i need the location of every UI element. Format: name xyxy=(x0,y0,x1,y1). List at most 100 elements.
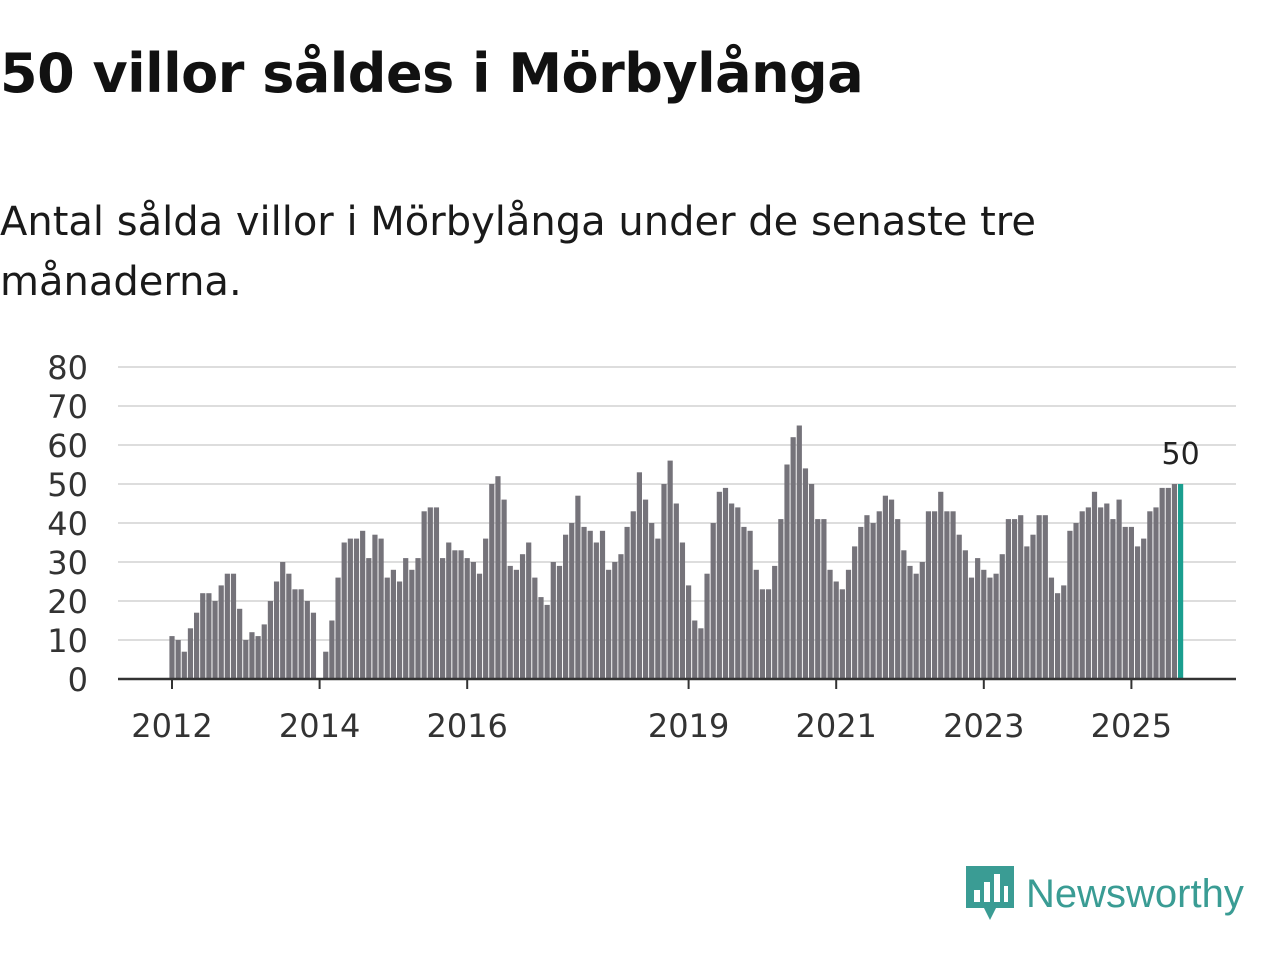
bar xyxy=(1098,507,1104,679)
bar xyxy=(1011,519,1018,679)
bar xyxy=(1067,530,1073,679)
bar xyxy=(962,550,968,679)
bar xyxy=(1079,511,1085,679)
bar xyxy=(968,577,975,679)
bar xyxy=(1042,515,1048,679)
bar xyxy=(464,558,470,679)
bar xyxy=(1048,577,1055,679)
bar xyxy=(802,468,809,679)
bar xyxy=(243,640,249,679)
bar xyxy=(679,542,686,679)
bar xyxy=(907,565,913,679)
bar xyxy=(587,530,593,679)
bar xyxy=(993,573,999,679)
bar xyxy=(858,526,864,679)
bar xyxy=(852,546,858,679)
bar xyxy=(569,523,575,679)
bar xyxy=(1005,519,1011,679)
bar xyxy=(224,573,230,679)
bar xyxy=(784,464,790,679)
bar xyxy=(581,526,587,679)
bar xyxy=(273,581,280,679)
bar xyxy=(710,523,716,679)
bar xyxy=(452,550,458,679)
y-tick-label: 60 xyxy=(47,427,88,465)
y-tick-label: 20 xyxy=(47,583,88,621)
bar xyxy=(1110,519,1116,679)
y-tick-label: 30 xyxy=(47,544,88,582)
bar xyxy=(218,585,224,679)
bar xyxy=(1147,511,1153,679)
bar xyxy=(735,507,741,679)
bar xyxy=(1018,515,1024,679)
bar xyxy=(1165,487,1171,679)
bar xyxy=(230,573,237,679)
bar xyxy=(901,550,907,679)
bar xyxy=(667,460,673,679)
bar xyxy=(421,511,427,679)
x-tick-label: 2016 xyxy=(426,707,507,745)
bar xyxy=(642,499,649,679)
bar xyxy=(1159,487,1165,679)
bar xyxy=(194,612,200,679)
bar xyxy=(729,503,735,679)
bar xyxy=(833,581,839,679)
bar xyxy=(298,589,304,679)
bar xyxy=(538,597,544,679)
y-tick-label: 0 xyxy=(68,661,88,699)
bar xyxy=(261,624,267,679)
bar xyxy=(237,608,243,679)
value-annotation: 50 xyxy=(1162,437,1200,472)
bar xyxy=(790,437,796,679)
bar xyxy=(563,534,569,679)
bar xyxy=(513,569,519,679)
chart-title: 50 villor såldes i Mörbylånga xyxy=(0,42,864,105)
bar xyxy=(864,515,870,679)
bar xyxy=(169,636,175,679)
bar xyxy=(821,519,827,679)
bar xyxy=(200,593,206,679)
bar xyxy=(870,523,876,679)
bar xyxy=(267,601,273,679)
bar xyxy=(544,604,550,679)
bar xyxy=(532,577,538,679)
bar xyxy=(618,554,624,679)
bar xyxy=(483,538,489,679)
bar xyxy=(938,491,944,679)
bar xyxy=(686,585,692,679)
bar xyxy=(1171,484,1178,679)
bar xyxy=(778,519,784,679)
bar xyxy=(1073,523,1079,679)
bar xyxy=(446,542,452,679)
bar xyxy=(495,476,501,679)
bar xyxy=(1122,526,1128,679)
bar xyxy=(599,530,606,679)
bar xyxy=(845,569,852,679)
bar xyxy=(944,511,950,679)
bar xyxy=(950,511,956,679)
bar xyxy=(1091,491,1098,679)
chart-subtitle: Antal sålda villor i Mörbylånga under de… xyxy=(0,199,1036,305)
bar xyxy=(396,581,403,679)
bar xyxy=(932,511,938,679)
bar xyxy=(1061,585,1067,679)
bar xyxy=(323,651,329,679)
bar xyxy=(772,565,778,679)
bar xyxy=(366,558,372,679)
bar xyxy=(1178,484,1184,679)
bar xyxy=(765,589,772,679)
bar xyxy=(526,542,532,679)
bar xyxy=(1153,507,1159,679)
bar xyxy=(692,620,698,679)
y-tick-label: 80 xyxy=(47,349,88,387)
bar xyxy=(882,495,888,679)
bar xyxy=(575,495,581,679)
bar xyxy=(839,589,845,679)
bar xyxy=(919,562,925,679)
bar xyxy=(815,519,821,679)
bar xyxy=(975,558,981,679)
bar xyxy=(427,507,433,679)
bar xyxy=(286,573,292,679)
bar xyxy=(341,542,347,679)
